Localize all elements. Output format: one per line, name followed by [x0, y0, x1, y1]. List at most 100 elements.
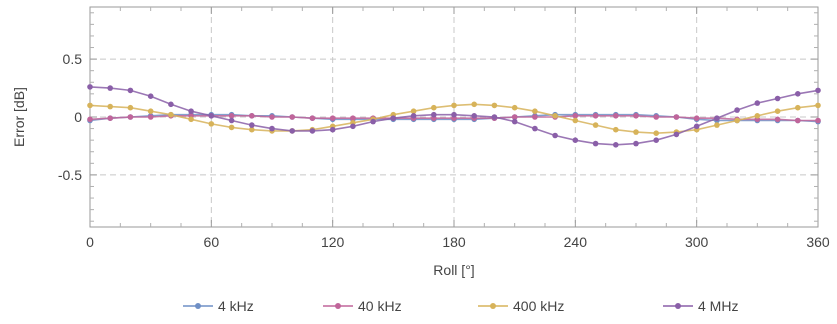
data-point [127, 104, 134, 111]
data-point [613, 142, 619, 148]
data-point [410, 113, 417, 119]
x-tick-label: 120 [321, 234, 345, 250]
x-tick-label: 240 [564, 234, 588, 250]
data-point [511, 104, 518, 111]
series-3 [87, 84, 821, 148]
legend-label: 400 kHz [513, 298, 564, 314]
data-point [249, 126, 255, 133]
data-point [613, 126, 619, 133]
series-layer [87, 84, 821, 148]
data-point [107, 85, 113, 91]
y-tick-label: -0.5 [58, 167, 82, 183]
data-point [370, 118, 376, 125]
data-point [572, 137, 579, 143]
data-point [633, 113, 639, 119]
data-point [714, 122, 720, 128]
data-point [795, 104, 801, 111]
data-point [653, 137, 659, 143]
data-point [147, 93, 154, 99]
data-point [693, 123, 700, 130]
data-point [249, 122, 255, 128]
data-point [127, 87, 134, 94]
legend: 4 kHz 40 kHz 400 kHz 4 MHz [183, 298, 738, 314]
data-point [329, 115, 336, 121]
data-point [592, 122, 599, 128]
data-point [633, 129, 639, 135]
data-point [228, 124, 235, 131]
data-point [168, 101, 174, 108]
data-point [87, 84, 93, 90]
data-point [491, 114, 498, 120]
data-point [795, 91, 801, 97]
data-point [289, 128, 296, 134]
data-point [329, 126, 336, 133]
data-point [289, 114, 296, 120]
data-point [147, 108, 154, 114]
legend-label: 4 MHz [698, 298, 738, 314]
data-point [774, 95, 781, 102]
data-point [572, 113, 579, 119]
data-point [511, 118, 518, 125]
data-point [87, 102, 93, 109]
data-point [653, 130, 659, 136]
data-point [754, 100, 761, 106]
data-point [572, 117, 579, 124]
data-point [188, 108, 194, 114]
data-point [552, 132, 558, 139]
data-point [107, 103, 113, 110]
frame-ticks [89, 7, 819, 227]
data-point [613, 113, 619, 119]
x-tick-label: 300 [685, 234, 709, 250]
data-point [471, 101, 478, 108]
data-point [269, 114, 275, 120]
data-point [228, 113, 235, 119]
data-point [592, 113, 599, 119]
data-point [471, 113, 478, 119]
data-point [208, 113, 215, 119]
data-point [552, 113, 558, 119]
legend-item: 400 kHz [478, 298, 564, 314]
data-point [451, 111, 457, 118]
x-tick-label: 0 [86, 234, 94, 250]
data-point [532, 114, 538, 120]
legend-marker [675, 303, 681, 309]
data-point [168, 111, 174, 118]
data-point [249, 113, 255, 119]
data-point [592, 140, 599, 147]
data-point [815, 102, 821, 109]
y-tick-label: 0.5 [63, 51, 83, 67]
legend-item: 40 kHz [323, 298, 402, 314]
x-axis-title: Roll [°] [433, 262, 474, 278]
data-point [228, 117, 235, 124]
data-point [147, 114, 154, 120]
data-point [754, 113, 761, 119]
legend-marker [490, 303, 496, 309]
legend-item: 4 MHz [663, 298, 738, 314]
data-point [410, 108, 417, 114]
data-point [774, 108, 781, 114]
data-point [774, 116, 781, 123]
data-point [815, 117, 821, 124]
data-point [491, 102, 498, 109]
data-point [188, 116, 194, 123]
data-point [734, 107, 740, 113]
legend-marker [195, 303, 201, 309]
x-tick-label: 60 [204, 234, 220, 250]
legend-label: 40 kHz [358, 298, 402, 314]
data-point [431, 104, 437, 111]
data-point [795, 117, 801, 124]
data-point [714, 115, 720, 121]
tick-labels: 0 60 120 180 240 300 360 0.5 0 -0.5 [58, 51, 830, 250]
data-point [673, 131, 680, 138]
data-point [309, 115, 316, 121]
data-point [815, 87, 821, 94]
y-tick-label: 0 [74, 109, 82, 125]
data-point [511, 114, 518, 120]
data-point [532, 125, 538, 132]
data-point [87, 116, 93, 123]
data-point [350, 123, 356, 130]
data-point [693, 115, 700, 121]
x-tick-label: 360 [806, 234, 830, 250]
data-point [431, 111, 437, 118]
data-point [350, 115, 356, 121]
